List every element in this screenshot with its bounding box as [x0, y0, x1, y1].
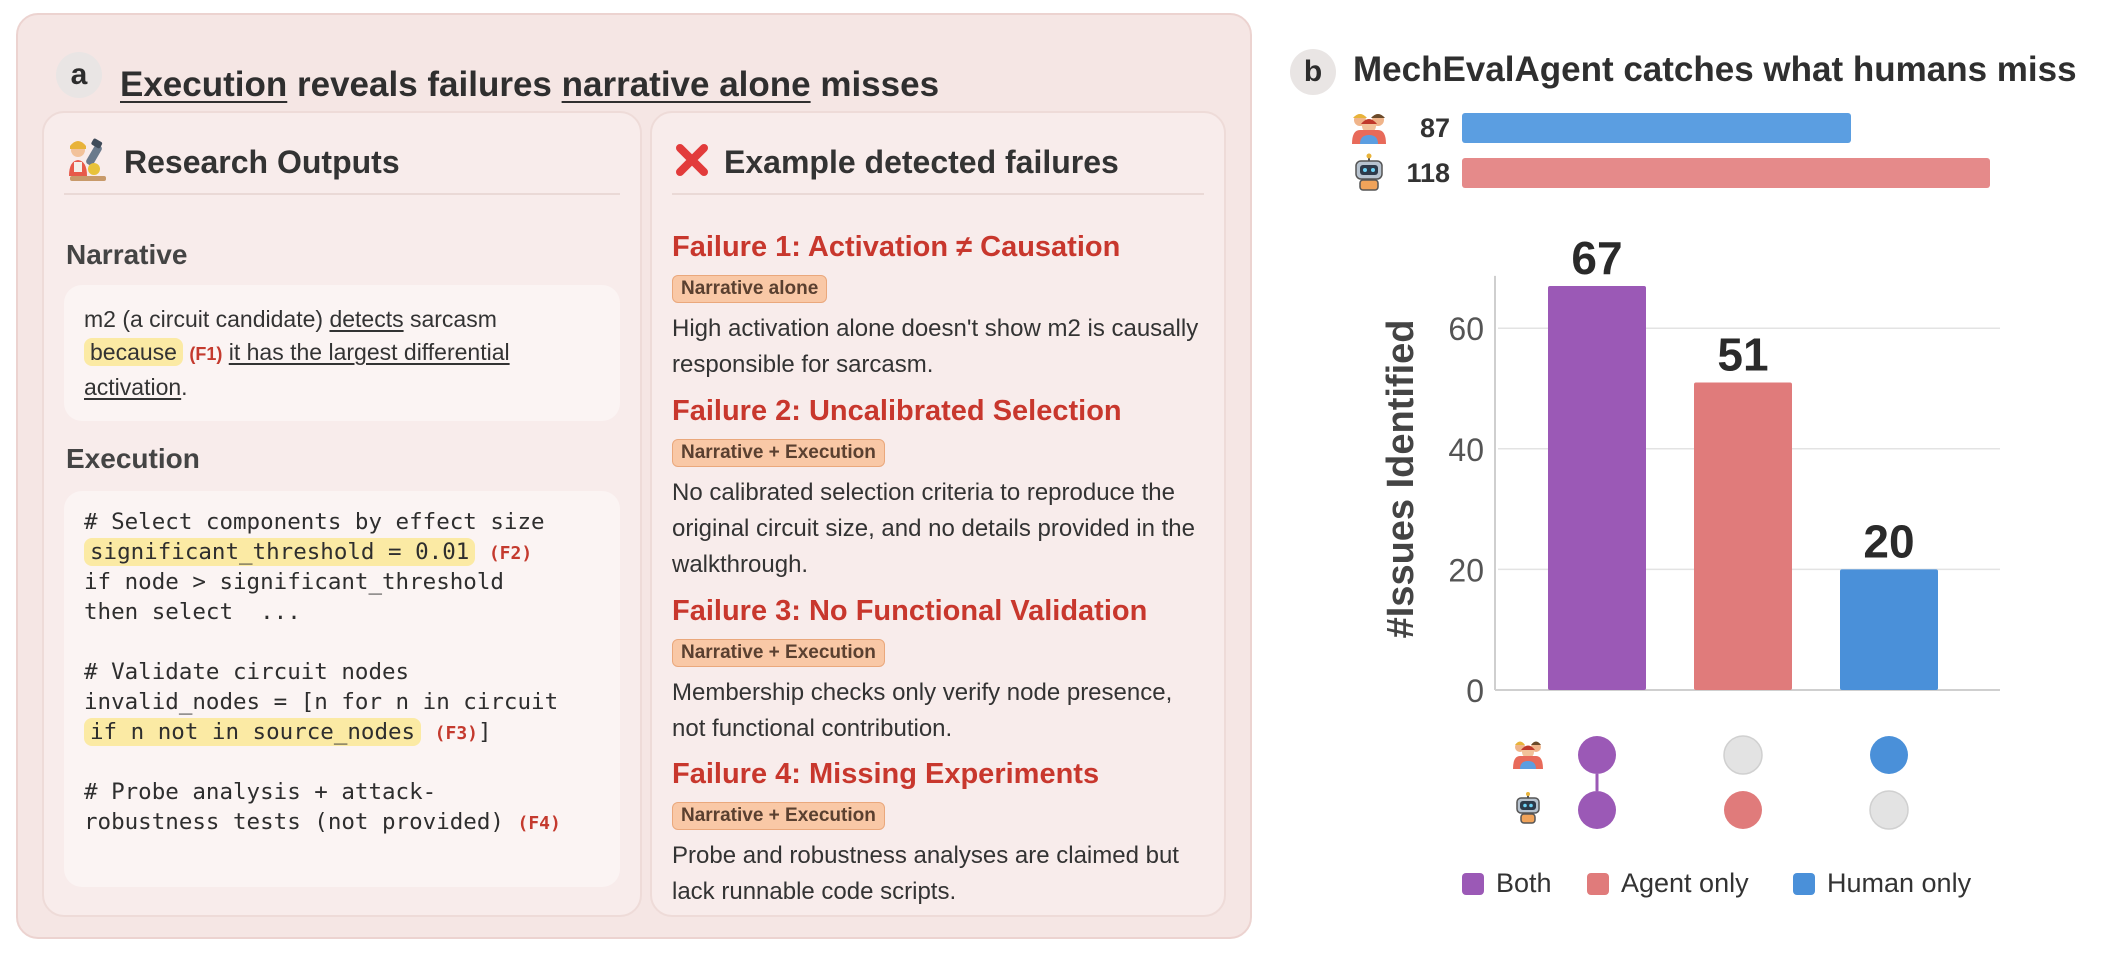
legend-human-only: Human only: [1793, 868, 1971, 899]
failure-4-tag: Narrative + Execution: [672, 802, 885, 830]
bar-both: [1548, 285, 1646, 690]
researcher-microscope-icon: [64, 136, 112, 189]
legend-label-human-only: Human only: [1827, 868, 1972, 898]
membership-dot: [1870, 736, 1908, 774]
narrative-label: Narrative: [66, 239, 188, 270]
title-execution: Execution: [120, 65, 288, 104]
failure-3-tag: Narrative + Execution: [672, 639, 885, 667]
human-team-icon: [1350, 108, 1388, 151]
research-outputs-header: Research Outputs: [64, 131, 620, 195]
legend-swatch-both: [1462, 872, 1484, 895]
code-line: invalid_nodes = [n for n in circuit: [84, 689, 559, 715]
membership-dot: [1578, 791, 1616, 829]
legend-swatch-human-only: [1793, 872, 1815, 895]
membership-dot: [1578, 736, 1616, 774]
narrative-text: sarcasm: [403, 306, 497, 332]
agent-total-bar: [1462, 158, 1990, 188]
panel-a-letter: a: [56, 52, 102, 98]
failures-card: Example detected failures Failure 1: Act…: [650, 111, 1226, 917]
failure-1-tag: Narrative alone: [672, 275, 828, 303]
failure-4-desc: Probe and robustness analyses are claime…: [672, 842, 1179, 905]
legend-label-agent-only: Agent only: [1621, 868, 1749, 898]
panel-b-letter: b: [1290, 49, 1336, 95]
data-label: 51: [1717, 328, 1768, 380]
code-box: # Select components by effect size signif…: [64, 491, 620, 887]
membership-dot: [1869, 790, 1909, 830]
failure-3-desc: Membership checks only verify node prese…: [672, 679, 1173, 742]
code-line: if n not in source_nodes (F3)]: [84, 717, 600, 747]
robot-icon: [1516, 792, 1540, 824]
failure-4-title: Failure 4: Missing Experiments: [672, 758, 1100, 790]
title-narrative-alone: narrative alone: [561, 65, 811, 104]
y-axis-label: #Issues Identified: [1380, 320, 1422, 639]
failures-title: Example detected failures: [724, 143, 1119, 180]
narrative-detects: detects: [329, 306, 404, 332]
membership-dot: [1724, 791, 1762, 829]
human-team-icon: [1513, 741, 1543, 769]
code-blank-line: [84, 747, 600, 777]
panel-b-title: MechEvalAgent catches what humans miss: [1353, 50, 2077, 89]
failures-header: Example detected failures: [672, 131, 1204, 195]
legend-swatch-agent-only: [1587, 872, 1609, 895]
code-line: robustness tests (not provided) (F4): [84, 807, 600, 837]
agent-total-value: 118: [1406, 157, 1450, 188]
code-line: # Probe analysis + attack-: [84, 779, 437, 805]
code-bracket: ]: [478, 719, 492, 745]
failure-1-desc: High activation alone doesn't show m2 is…: [672, 315, 1199, 378]
panel-a-title: Execution reveals failures narrative alo…: [120, 65, 939, 105]
y-tick-label: 60: [1448, 311, 1484, 347]
y-tick-label: 0: [1466, 673, 1484, 709]
title-end: misses: [810, 65, 940, 104]
robot-icon: [1352, 153, 1386, 196]
code-line: # Select components by effect size: [84, 509, 545, 535]
data-label: 20: [1863, 515, 1914, 567]
cross-mark-icon: [672, 140, 712, 185]
code-highlight-source-nodes: if n not in source_nodes: [84, 718, 422, 746]
human-total-value: 87: [1419, 112, 1450, 143]
narrative-text: .: [181, 374, 188, 400]
failure-2-tag: Narrative + Execution: [672, 439, 885, 467]
issues-bar-chart: 0 20 40 60 #Issues Identified 67 51 20: [1380, 232, 2000, 830]
code-highlight-threshold: significant_threshold = 0.01: [84, 538, 476, 566]
code-text: robustness tests (not provided): [84, 809, 504, 835]
narrative-box: m2 (a circuit candidate) detects sarcasm…: [64, 285, 620, 421]
execution-label: Execution: [66, 443, 200, 474]
research-outputs-title: Research Outputs: [124, 143, 400, 180]
panel-a: a Execution reveals failures narrative a…: [16, 13, 1252, 939]
code-line: if node > significant_threshold: [84, 569, 504, 595]
failure-1-title: Failure 1: Activation ≠ Causation: [672, 231, 1121, 263]
f4-reference: (F4): [517, 813, 561, 834]
code-blank-line: [84, 627, 600, 657]
y-tick-label: 40: [1448, 432, 1484, 468]
legend-label-both: Both: [1496, 868, 1552, 898]
bar-agent-only: [1694, 382, 1792, 690]
f2-reference: (F2): [488, 543, 533, 564]
membership-dot: [1723, 735, 1763, 775]
legend-both: Both: [1462, 868, 1552, 899]
failure-2-title: Failure 2: Uncalibrated Selection: [672, 395, 1122, 427]
code-line: then select ...: [84, 599, 301, 625]
y-tick-label: 20: [1448, 552, 1484, 588]
failure-2-desc: No calibrated selection criteria to repr…: [672, 479, 1195, 578]
legend-agent-only: Agent only: [1587, 868, 1749, 899]
title-middle: reveals failures: [287, 65, 562, 104]
narrative-highlight-because: because: [84, 338, 183, 366]
f3-reference: (F3): [434, 723, 479, 744]
narrative-claim: it has the largest differential activati…: [84, 339, 510, 400]
research-outputs-card: Research Outputs Narrative m2 (a circuit…: [42, 111, 642, 917]
code-line: # Validate circuit nodes: [84, 659, 410, 685]
bar-human-only: [1840, 569, 1938, 690]
data-label: 67: [1571, 232, 1622, 284]
f1-reference: (F1): [189, 344, 223, 364]
failure-3-title: Failure 3: No Functional Validation: [672, 595, 1148, 627]
narrative-text: m2 (a circuit candidate): [84, 306, 330, 332]
code-line: significant_threshold = 0.01 (F2): [84, 537, 600, 567]
human-total-bar: [1462, 113, 1852, 143]
